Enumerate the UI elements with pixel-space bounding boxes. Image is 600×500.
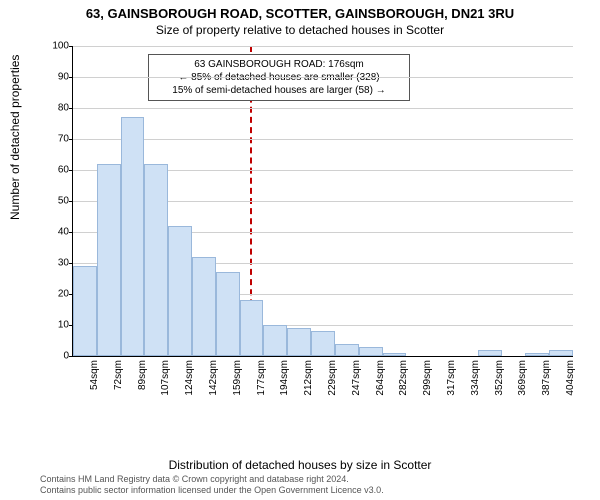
ytick-label: 10 <box>58 320 69 331</box>
footer-line-1: Contains HM Land Registry data © Crown c… <box>40 474 384 485</box>
histogram-bar <box>525 353 549 356</box>
xtick-label: 89sqm <box>137 360 148 404</box>
xtick-label: 159sqm <box>232 360 243 404</box>
xtick-label: 264sqm <box>375 360 386 404</box>
histogram-bar <box>311 331 335 356</box>
ytick-mark <box>69 201 73 202</box>
ytick-mark <box>69 263 73 264</box>
ytick-mark <box>69 77 73 78</box>
annotation-line-1: 63 GAINSBOROUGH ROAD: 176sqm <box>155 58 403 71</box>
ytick-mark <box>69 46 73 47</box>
histogram-bar <box>478 350 502 356</box>
ytick-label: 50 <box>58 196 69 207</box>
xtick-label: 369sqm <box>517 360 528 404</box>
grid-line <box>73 108 573 109</box>
annotation-line-3: 15% of semi-detached houses are larger (… <box>155 84 403 97</box>
footer-text: Contains HM Land Registry data © Crown c… <box>40 474 384 497</box>
chart-title: 63, GAINSBOROUGH ROAD, SCOTTER, GAINSBOR… <box>0 0 600 21</box>
ytick-label: 30 <box>58 258 69 269</box>
histogram-bar <box>192 257 216 356</box>
x-axis-label: Distribution of detached houses by size … <box>0 458 600 472</box>
xtick-label: 334sqm <box>470 360 481 404</box>
xtick-label: 107sqm <box>160 360 171 404</box>
histogram-bar <box>97 164 121 356</box>
xtick-label: 317sqm <box>446 360 457 404</box>
xtick-label: 387sqm <box>541 360 552 404</box>
footer-line-2: Contains public sector information licen… <box>40 485 384 496</box>
xtick-label: 247sqm <box>351 360 362 404</box>
ytick-mark <box>69 356 73 357</box>
xtick-label: 352sqm <box>494 360 505 404</box>
grid-line <box>73 77 573 78</box>
histogram-bar <box>216 272 240 356</box>
xtick-label: 124sqm <box>184 360 195 404</box>
ytick-mark <box>69 108 73 109</box>
plot-area: 63 GAINSBOROUGH ROAD: 176sqm ← 85% of de… <box>72 46 573 357</box>
xtick-label: 282sqm <box>398 360 409 404</box>
chart-area: 63 GAINSBOROUGH ROAD: 176sqm ← 85% of de… <box>42 46 582 416</box>
xtick-label: 142sqm <box>208 360 219 404</box>
ytick-label: 80 <box>58 103 69 114</box>
ytick-label: 20 <box>58 289 69 300</box>
xtick-label: 194sqm <box>279 360 290 404</box>
ytick-mark <box>69 170 73 171</box>
histogram-bar <box>549 350 573 356</box>
histogram-bar <box>263 325 287 356</box>
ytick-label: 70 <box>58 134 69 145</box>
ytick-label: 90 <box>58 72 69 83</box>
xtick-label: 177sqm <box>256 360 267 404</box>
xtick-label: 299sqm <box>422 360 433 404</box>
histogram-bar <box>359 347 383 356</box>
ytick-mark <box>69 232 73 233</box>
histogram-bar <box>240 300 264 356</box>
grid-line <box>73 139 573 140</box>
ytick-mark <box>69 139 73 140</box>
histogram-bar <box>287 328 311 356</box>
xtick-label: 229sqm <box>327 360 338 404</box>
xtick-label: 54sqm <box>89 360 100 404</box>
grid-line <box>73 46 573 47</box>
xtick-label: 404sqm <box>565 360 576 404</box>
chart-subtitle: Size of property relative to detached ho… <box>0 21 600 37</box>
xtick-label: 212sqm <box>303 360 314 404</box>
xtick-label: 72sqm <box>113 360 124 404</box>
histogram-bar <box>73 266 97 356</box>
histogram-bar <box>121 117 145 356</box>
ytick-label: 0 <box>63 351 69 362</box>
histogram-bar <box>335 344 359 356</box>
histogram-bar <box>383 353 407 356</box>
ytick-label: 40 <box>58 227 69 238</box>
histogram-bar <box>144 164 168 356</box>
ytick-label: 100 <box>52 41 69 52</box>
ytick-label: 60 <box>58 165 69 176</box>
y-axis-label: Number of detached properties <box>8 55 22 220</box>
histogram-bar <box>168 226 192 356</box>
